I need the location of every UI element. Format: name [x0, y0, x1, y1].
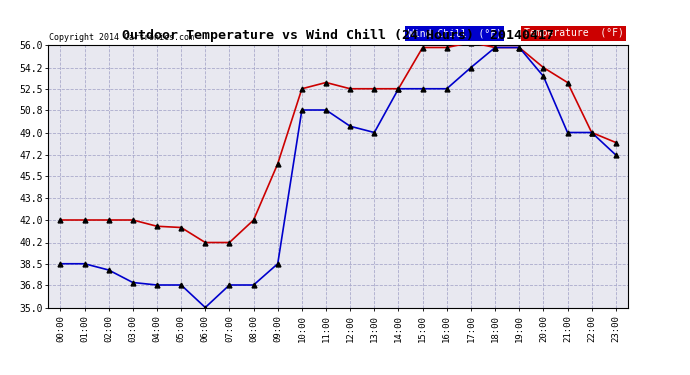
Title: Outdoor Temperature vs Wind Chill (24 Hours)  20140417: Outdoor Temperature vs Wind Chill (24 Ho… [122, 29, 554, 42]
Text: Wind Chill  (°F): Wind Chill (°F) [408, 28, 502, 39]
Text: Copyright 2014 Cartronics.com: Copyright 2014 Cartronics.com [50, 33, 195, 42]
Text: Temperature  (°F): Temperature (°F) [524, 28, 624, 39]
